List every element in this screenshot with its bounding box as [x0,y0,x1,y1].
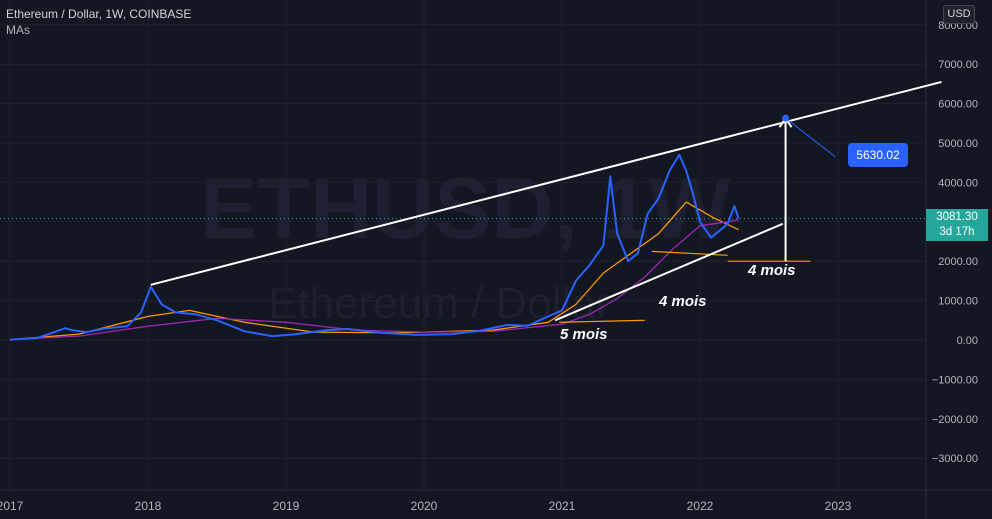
x-tick-label: 2021 [549,499,576,513]
y-tick-label: −2000.00 [932,414,978,426]
watermark-name: Ethereum / Dollar [268,279,610,328]
symbol-title[interactable]: Ethereum / Dollar, 1W, COINBASE [6,7,192,21]
last-price-tag: 3081.30 3d 17h [926,209,988,241]
y-tick-label: 5000.00 [938,138,978,150]
y-tick-label: 4000.00 [938,177,978,189]
target-price-callout[interactable]: 5630.02 [848,143,908,167]
y-tick-label: 0.00 [957,335,978,347]
x-tick-label: 2023 [825,499,852,513]
duration-bracket [651,250,728,256]
y-tick-label: 7000.00 [938,59,978,71]
indicator-label[interactable]: MAs [6,23,30,37]
annotation-5-mois[interactable]: 5 mois [560,326,608,343]
bar-countdown: 3d 17h [939,226,975,238]
last-price-value: 3081.30 [936,211,978,223]
x-tick-label: 2019 [273,499,300,513]
y-tick-label: 6000.00 [938,99,978,111]
currency-badge[interactable]: USD [943,5,975,24]
watermark-symbol: ETHUSD, 1W [200,161,731,257]
x-tick-label: 2022 [687,499,714,513]
duration-bracket [559,319,645,323]
x-tick-label: 2020 [411,499,438,513]
y-tick-label: −1000.00 [932,374,978,386]
chart-legend: Ethereum / Dollar, 1W, COINBASE MAs [6,6,191,38]
trendline [150,80,942,286]
price-series-line [9,153,740,341]
target-point [782,114,790,122]
trendline [785,117,836,158]
moving-average-line [9,219,739,341]
trendline [554,222,784,322]
annotation-4-mois-first[interactable]: 4 mois [659,293,707,310]
y-tick-label: 1000.00 [938,296,978,308]
x-tick-label: 2017 [0,499,24,513]
x-tick-label: 2018 [135,499,162,513]
annotation-4-mois-second[interactable]: 4 mois [748,262,796,279]
y-tick-label: 2000.00 [938,256,978,268]
y-tick-label: −3000.00 [932,453,978,465]
